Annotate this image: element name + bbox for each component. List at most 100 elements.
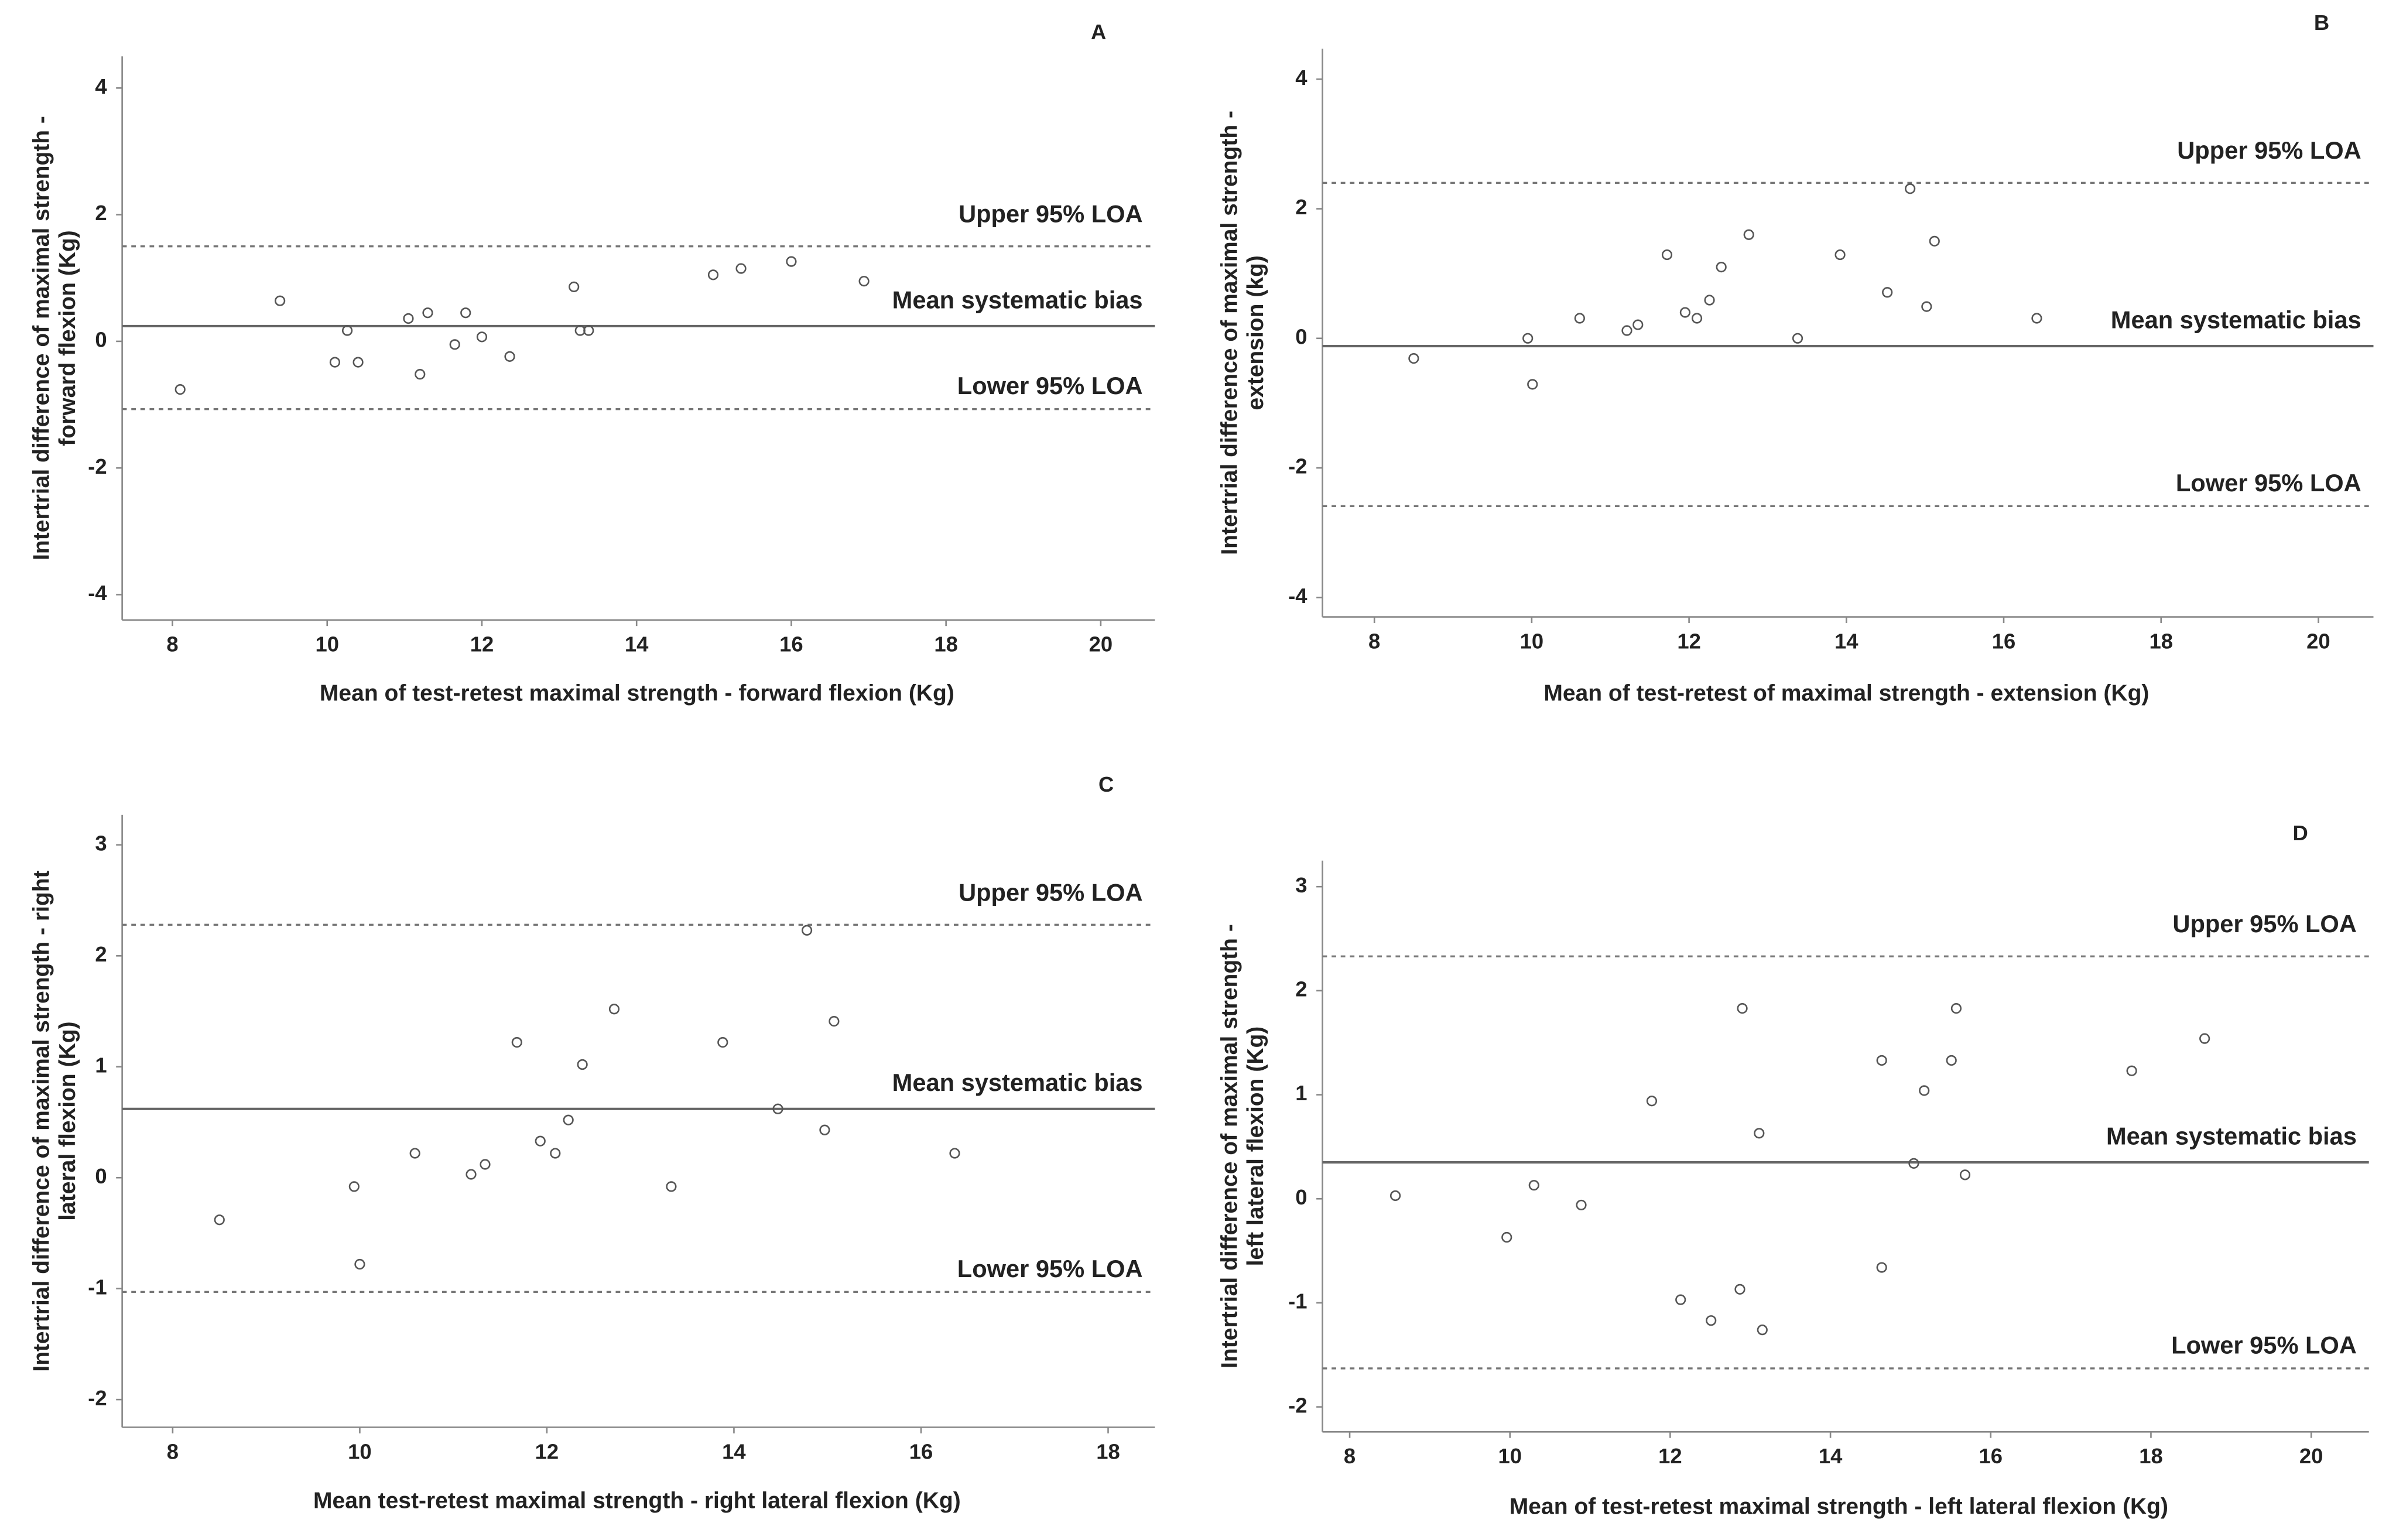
point bbox=[1929, 235, 1940, 247]
point bbox=[466, 1169, 477, 1180]
y-tick-label: 1 bbox=[95, 1053, 107, 1077]
x-tick-label: 8 bbox=[167, 1439, 179, 1463]
y-axis-label: Intertrial difference of maximal strengt… bbox=[29, 116, 54, 560]
point bbox=[772, 1103, 783, 1114]
point bbox=[460, 307, 471, 319]
point bbox=[403, 313, 414, 324]
x-tick-label: 20 bbox=[1089, 632, 1113, 656]
point bbox=[1661, 249, 1673, 261]
point bbox=[535, 1135, 546, 1147]
x-tick-label: 18 bbox=[2139, 1444, 2163, 1468]
point bbox=[1950, 1002, 1962, 1014]
y-tick-label: 2 bbox=[95, 942, 107, 966]
x-tick-label: 14 bbox=[625, 632, 649, 656]
point bbox=[1834, 249, 1846, 261]
reference-label: Mean systematic bias bbox=[892, 286, 1143, 313]
point bbox=[214, 1214, 225, 1226]
x-tick-label: 10 bbox=[348, 1439, 372, 1463]
point bbox=[348, 1181, 360, 1192]
reference-label: Upper 95% LOA bbox=[959, 200, 1142, 228]
y-tick-label: -4 bbox=[88, 581, 107, 605]
point bbox=[829, 1016, 840, 1027]
point bbox=[174, 384, 186, 395]
point bbox=[1576, 1199, 1587, 1211]
point bbox=[858, 276, 870, 287]
point bbox=[1743, 229, 1754, 240]
point bbox=[550, 1148, 561, 1159]
x-axis-label: Mean test-retest maximal strength - righ… bbox=[313, 1488, 961, 1513]
point bbox=[415, 369, 426, 380]
point bbox=[1754, 1128, 1765, 1139]
point bbox=[1792, 333, 1803, 344]
point bbox=[1946, 1055, 1957, 1066]
x-tick-label: 14 bbox=[1834, 629, 1859, 653]
panel: 8 10 12 14 16 18 20 -4 -2 0 2 4 Upper 95% LOA Mean sy… bbox=[29, 20, 1155, 706]
reference-label: Mean systematic bias bbox=[892, 1069, 1143, 1096]
point bbox=[1908, 1158, 1919, 1169]
y-axis-label: Intertrial difference of maximal strengt… bbox=[29, 870, 54, 1371]
point bbox=[717, 1037, 728, 1048]
x-tick-label: 10 bbox=[315, 632, 339, 656]
reference-label: Upper 95% LOA bbox=[959, 878, 1142, 906]
x-tick-label: 8 bbox=[1368, 629, 1380, 653]
x-tick-label: 8 bbox=[166, 632, 178, 656]
x-tick-label: 18 bbox=[1096, 1439, 1120, 1463]
y-tick-label: -2 bbox=[1288, 1393, 1307, 1417]
point bbox=[352, 357, 364, 368]
y-tick-label: 0 bbox=[1295, 1185, 1307, 1209]
y-tick-label: 3 bbox=[1295, 873, 1307, 897]
point bbox=[1882, 287, 1893, 298]
y-axis-label: Intertrial difference of maximal strengt… bbox=[1217, 924, 1243, 1368]
y-tick-label: 3 bbox=[95, 831, 107, 855]
point bbox=[1876, 1262, 1887, 1273]
point bbox=[735, 263, 747, 274]
y-axis-label: left lateral flexion (Kg) bbox=[1243, 1026, 1268, 1267]
point bbox=[1716, 261, 1727, 273]
y-tick-label: 2 bbox=[1295, 195, 1307, 219]
point bbox=[1389, 1190, 1401, 1202]
point bbox=[786, 256, 797, 267]
x-tick-label: 10 bbox=[1520, 629, 1544, 653]
point bbox=[504, 351, 515, 362]
point bbox=[801, 925, 813, 936]
x-axis-label: Mean of test-retest maximal strength - l… bbox=[1510, 1494, 2168, 1520]
point bbox=[1527, 379, 1538, 390]
point bbox=[449, 339, 460, 350]
point bbox=[1905, 183, 1916, 194]
reference-label: Upper 95% LOA bbox=[2177, 136, 2361, 164]
y-axis-label: lateral flexion (Kg) bbox=[55, 1021, 80, 1220]
point bbox=[1737, 1002, 1748, 1014]
y-tick-label: 0 bbox=[95, 328, 107, 352]
y-tick-label: -2 bbox=[1288, 454, 1307, 478]
point bbox=[480, 1159, 491, 1170]
point bbox=[819, 1124, 830, 1135]
point bbox=[1522, 333, 1534, 344]
x-tick-label: 12 bbox=[1677, 629, 1701, 653]
reference-label: Mean systematic bias bbox=[2106, 1122, 2357, 1149]
point bbox=[1876, 1055, 1887, 1066]
y-tick-label: -2 bbox=[88, 454, 107, 478]
point bbox=[666, 1181, 677, 1192]
reference-label: Lower 95% LOA bbox=[2176, 469, 2361, 497]
x-tick-label: 20 bbox=[2306, 629, 2330, 653]
point bbox=[707, 269, 719, 280]
y-tick-label: 4 bbox=[95, 74, 107, 98]
point bbox=[583, 325, 594, 336]
point bbox=[1757, 1325, 1768, 1336]
x-tick-label: 18 bbox=[2149, 629, 2173, 653]
point bbox=[1501, 1231, 1512, 1243]
y-axis-label: extension (kg) bbox=[1243, 255, 1268, 410]
x-tick-label: 16 bbox=[1992, 629, 2016, 653]
x-axis-label: Mean of test-retest of maximal strength … bbox=[1543, 681, 2149, 706]
x-tick-label: 16 bbox=[1979, 1444, 2003, 1468]
point bbox=[1704, 295, 1715, 306]
point bbox=[1528, 1180, 1539, 1191]
y-tick-label: 0 bbox=[1295, 324, 1307, 348]
point bbox=[275, 295, 286, 306]
y-tick-label: 0 bbox=[95, 1164, 107, 1188]
point bbox=[569, 281, 580, 293]
x-tick-label: 14 bbox=[722, 1439, 746, 1463]
point bbox=[1675, 1294, 1686, 1305]
point bbox=[1574, 313, 1585, 324]
